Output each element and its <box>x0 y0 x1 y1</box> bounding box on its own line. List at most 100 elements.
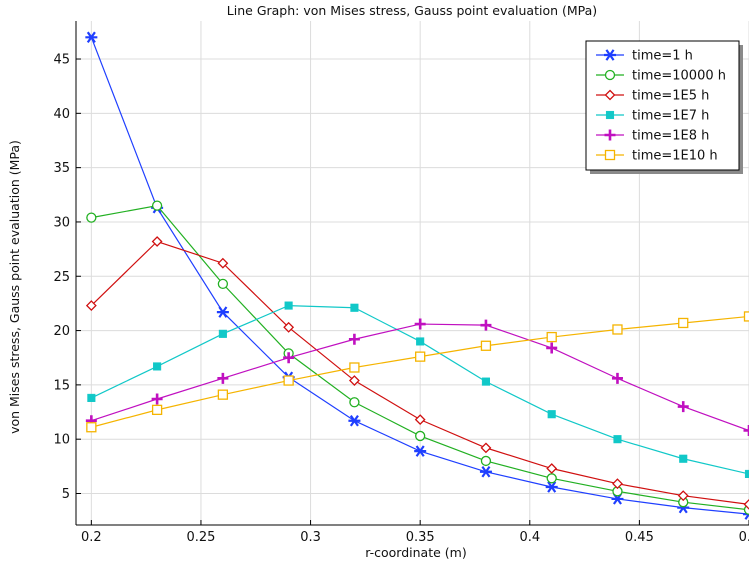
y-axis-title: von Mises stress, Gauss point evaluation… <box>7 140 22 434</box>
data-point <box>349 397 360 408</box>
data-point <box>283 321 295 333</box>
x-tick-label: 0.3 <box>300 530 321 545</box>
legend-marker <box>604 49 616 61</box>
x-tick-label: 0.4 <box>519 530 540 545</box>
legend-box <box>585 40 740 171</box>
y-tick-label: 25 <box>53 270 70 285</box>
y-tick-label: 40 <box>53 107 70 122</box>
data-point <box>283 375 294 386</box>
x-tick-label: 0.35 <box>406 530 435 545</box>
series-group <box>85 31 749 520</box>
data-point <box>480 340 492 351</box>
data-point <box>86 212 97 223</box>
series-3 <box>85 236 749 510</box>
data-point <box>86 422 97 433</box>
legend-marker <box>605 110 615 120</box>
data-point <box>348 333 360 345</box>
legend-item: time=1 h <box>596 49 693 64</box>
legend-marker <box>604 149 616 161</box>
data-point <box>87 393 96 402</box>
y-tick-label: 30 <box>53 215 70 230</box>
legend-item: time=1E7 h <box>596 109 709 124</box>
x-axis-title: r-coordinate (m) <box>365 545 466 560</box>
data-point <box>545 481 558 493</box>
legend: time=1 h time=10000 h time=1E5 h time=1E7 h… <box>585 40 743 174</box>
data-point <box>546 331 557 343</box>
legend-marker <box>604 129 616 141</box>
data-point <box>151 393 163 405</box>
data-point <box>348 414 361 427</box>
series-4 <box>87 301 749 478</box>
series-5 <box>85 318 749 436</box>
x-tick-label: 0.2 <box>81 530 102 545</box>
legend-item: time=1E10 h <box>596 149 718 164</box>
data-point <box>85 31 98 44</box>
y-tick-label: 20 <box>53 324 70 339</box>
legend-marker <box>604 69 616 81</box>
data-point <box>479 466 492 478</box>
data-point <box>547 410 556 419</box>
data-point <box>677 490 689 502</box>
data-point <box>546 463 558 474</box>
data-point <box>217 389 229 400</box>
legend-label: time=1E8 h <box>632 129 709 144</box>
y-tick-label: 45 <box>53 53 70 68</box>
data-point <box>217 278 229 290</box>
data-point <box>743 425 749 436</box>
legend-label: time=1E10 h <box>632 149 718 164</box>
chart-title: Line Graph: von Mises stress, Gauss poin… <box>227 3 597 18</box>
data-point <box>611 372 623 384</box>
data-point <box>218 329 227 338</box>
legend-label: time=1 h <box>632 49 693 64</box>
legend-item: time=10000 h <box>596 69 726 84</box>
data-point <box>217 257 229 269</box>
data-point <box>612 478 623 490</box>
data-point <box>481 377 490 386</box>
data-point <box>348 375 360 386</box>
data-point <box>283 352 295 364</box>
data-point <box>349 362 360 373</box>
data-point <box>546 473 557 484</box>
x-tick-label: 0.5 <box>739 530 749 545</box>
data-point <box>414 445 427 457</box>
legend-marker <box>604 89 616 101</box>
data-point <box>612 324 623 335</box>
y-tick-label: 5 <box>62 487 70 502</box>
legend-label: time=1E7 h <box>632 109 709 124</box>
legend-item: time=1E5 h <box>596 89 709 104</box>
data-point <box>284 301 293 310</box>
data-point <box>546 342 558 354</box>
data-point <box>416 337 425 346</box>
data-point <box>677 401 689 413</box>
legend-label: time=10000 h <box>632 69 726 84</box>
legend-item: time=1E8 h <box>596 129 709 144</box>
x-tick-label: 0.25 <box>186 530 215 545</box>
data-point <box>613 435 622 444</box>
data-point <box>151 236 163 247</box>
data-point <box>743 498 749 510</box>
data-point <box>414 318 426 330</box>
data-point <box>350 303 359 312</box>
data-point <box>480 442 492 454</box>
y-tick-label: 10 <box>53 433 70 448</box>
data-point <box>216 306 229 318</box>
data-point <box>480 455 492 467</box>
data-point <box>151 404 163 416</box>
data-point <box>679 454 688 463</box>
series-6 <box>86 311 749 433</box>
data-point <box>678 317 689 329</box>
x-tick-label: 0.45 <box>625 530 654 545</box>
data-point <box>744 469 749 478</box>
data-point <box>85 300 97 312</box>
axes: 0.2 0.25 0.3 0.35 0.4 0.45 0.5 5 10 15 20 25 30 35 40 4… <box>53 21 749 545</box>
data-point <box>415 430 426 442</box>
data-point <box>151 200 163 211</box>
data-point <box>414 414 426 426</box>
y-tick-label: 15 <box>53 378 70 393</box>
legend-label: time=1E5 h <box>632 89 709 104</box>
data-point <box>743 311 749 322</box>
data-point <box>217 372 229 384</box>
data-point <box>153 362 162 371</box>
y-tick-label: 35 <box>53 161 70 176</box>
